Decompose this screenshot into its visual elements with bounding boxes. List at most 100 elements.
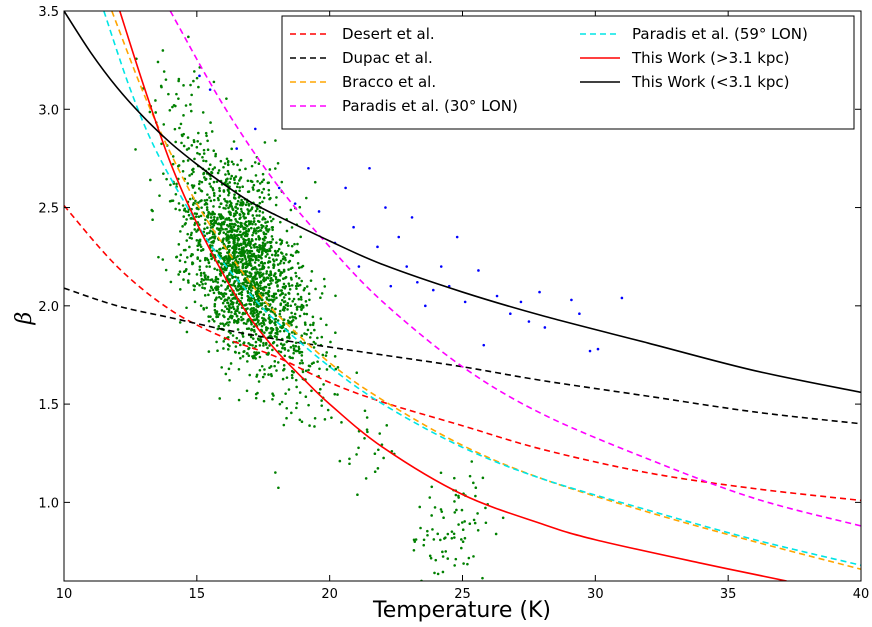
scatter-point-green xyxy=(212,205,215,208)
scatter-point-blue xyxy=(235,147,238,150)
scatter-point-green xyxy=(237,367,241,371)
scatter-point-green xyxy=(304,300,308,303)
scatter-point-green xyxy=(280,298,284,302)
scatter-point-green xyxy=(227,308,231,312)
scatter-point-green xyxy=(228,344,231,348)
scatter-point-green xyxy=(244,216,247,220)
scatter-point-green xyxy=(226,188,230,192)
scatter-point-green xyxy=(225,237,228,241)
scatter-point-green xyxy=(302,288,306,292)
scatter-point-green xyxy=(204,282,207,285)
scatter-point-green xyxy=(218,397,222,400)
scatter-point-green xyxy=(236,239,240,242)
scatter-point-green xyxy=(200,280,203,284)
scatter-point-green xyxy=(422,543,426,547)
scatter-point-green xyxy=(218,295,221,299)
scatter-point-green xyxy=(217,290,221,294)
x-tick-label: 25 xyxy=(454,587,471,602)
scatter-point-green xyxy=(472,555,475,558)
scatter-point-green xyxy=(217,232,221,236)
scatter-point-green xyxy=(198,259,202,263)
scatter-point-green xyxy=(290,311,293,315)
scatter-point-green xyxy=(494,532,498,536)
y-tick-label: 2.0 xyxy=(38,300,59,315)
scatter-point-green xyxy=(251,186,255,189)
scatter-point-green xyxy=(250,249,254,253)
scatter-point-green xyxy=(271,300,275,303)
scatter-point-green xyxy=(211,188,215,192)
scatter-point-green xyxy=(439,538,442,542)
scatter-point-green xyxy=(235,202,239,206)
scatter-point-green xyxy=(187,35,190,39)
scatter-point-green xyxy=(239,243,243,247)
scatter-point-green xyxy=(258,248,262,251)
scatter-point-green xyxy=(467,556,471,560)
scatter-point-green xyxy=(292,351,295,355)
scatter-point-green xyxy=(264,255,268,258)
scatter-point-green xyxy=(254,237,258,241)
scatter-point-green xyxy=(222,242,226,246)
scatter-point-green xyxy=(267,289,271,293)
scatter-point-green xyxy=(320,399,323,402)
scatter-point-green xyxy=(256,287,260,290)
scatter-point-blue xyxy=(543,326,547,329)
scatter-point-green xyxy=(451,590,454,593)
scatter-point-green xyxy=(269,276,273,280)
scatter-point-green xyxy=(261,200,264,204)
scatter-point-green xyxy=(208,265,211,268)
scatter-point-green xyxy=(323,418,327,421)
scatter-point-green xyxy=(428,554,432,558)
scatter-point-blue xyxy=(527,320,531,323)
scatter-point-green xyxy=(182,270,186,273)
scatter-point-green xyxy=(227,238,230,241)
scatter-point-green xyxy=(453,536,456,539)
scatter-point-green xyxy=(303,312,306,316)
scatter-point-green xyxy=(214,275,218,279)
scatter-point-green xyxy=(247,354,251,358)
scatter-point-green xyxy=(299,305,302,309)
scatter-point-green xyxy=(460,508,464,512)
scatter-point-green xyxy=(278,309,282,313)
scatter-point-green xyxy=(196,248,200,252)
scatter-point-green xyxy=(261,211,265,214)
scatter-point-green xyxy=(241,252,245,255)
scatter-point-green xyxy=(236,309,239,313)
scatter-point-green xyxy=(238,189,241,193)
scatter-point-green xyxy=(227,261,230,265)
scatter-point-green xyxy=(252,188,255,191)
scatter-point-green xyxy=(313,416,317,420)
scatter-point-green xyxy=(168,109,172,112)
scatter-point-green xyxy=(266,241,269,244)
scatter-point-green xyxy=(255,304,258,308)
scatter-point-green xyxy=(205,257,209,260)
scatter-point-green xyxy=(247,229,250,233)
scatter-point-green xyxy=(238,339,241,343)
scatter-point-green xyxy=(279,350,283,354)
scatter-point-blue xyxy=(482,343,486,347)
scatter-point-green xyxy=(175,182,178,186)
scatter-point-green xyxy=(288,336,291,340)
scatter-point-green xyxy=(300,359,304,362)
scatter-point-green xyxy=(238,282,241,285)
scatter-point-blue xyxy=(455,235,459,239)
scatter-point-green xyxy=(177,77,181,81)
scatter-point-green xyxy=(267,298,271,302)
scatter-point-green xyxy=(253,227,256,231)
scatter-point-green xyxy=(195,273,199,276)
scatter-point-green xyxy=(207,167,211,171)
scatter-point-green xyxy=(219,229,222,232)
scatter-point-green xyxy=(271,397,274,401)
scatter-point-green xyxy=(168,199,172,203)
scatter-point-green xyxy=(301,304,304,308)
scatter-point-green xyxy=(223,162,227,165)
scatter-point-green xyxy=(249,220,253,223)
scatter-point-green xyxy=(226,200,229,203)
scatter-point-green xyxy=(255,316,259,320)
scatter-point-green xyxy=(186,279,190,282)
scatter-point-green xyxy=(156,60,160,64)
scatter-point-green xyxy=(282,368,285,372)
scatter-point-green xyxy=(258,201,262,205)
scatter-point-green xyxy=(246,360,249,363)
scatter-point-green xyxy=(212,80,216,84)
scatter-point-green xyxy=(206,148,210,152)
